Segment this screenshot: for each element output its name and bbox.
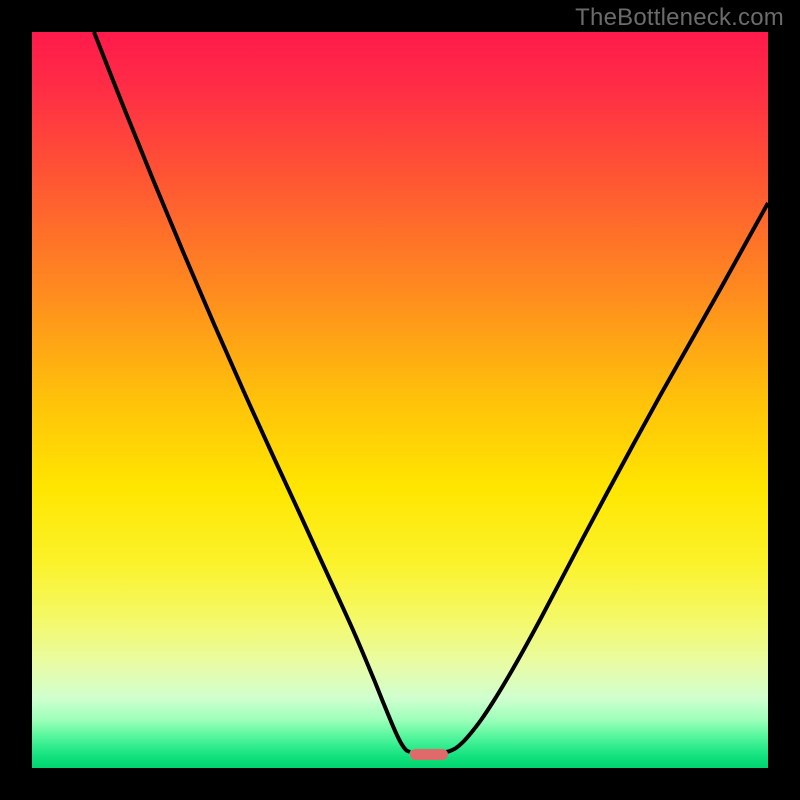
plot-area	[32, 32, 768, 768]
watermark-text: TheBottleneck.com	[575, 4, 784, 32]
minimum-marker	[410, 749, 448, 760]
chart-frame: TheBottleneck.com	[0, 0, 800, 800]
chart-svg	[32, 32, 768, 768]
